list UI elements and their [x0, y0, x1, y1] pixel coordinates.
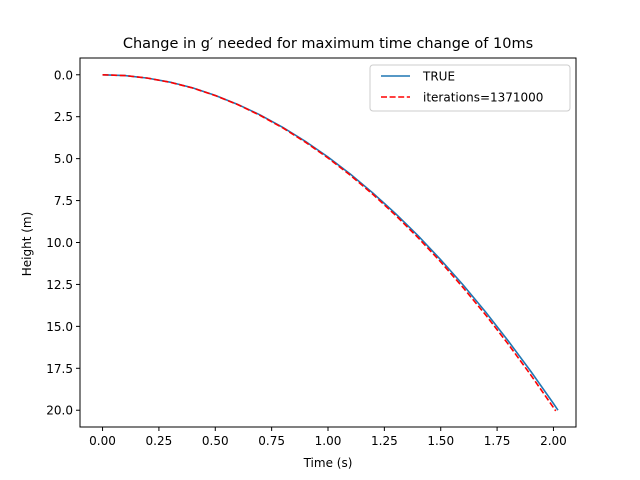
x-tick-label: 0.25	[146, 434, 173, 448]
y-tick-label: 12.5	[46, 278, 73, 292]
y-tick-label: 20.0	[46, 404, 73, 418]
y-tick-label: 10.0	[46, 236, 73, 250]
x-tick-label: 1.25	[371, 434, 398, 448]
x-axis: 0.00 0.25 0.50 0.75 1.00 1.25 1.50 1.75 2.00	[89, 427, 567, 448]
series-layer	[102, 73, 559, 412]
legend-box	[369, 64, 571, 112]
legend-label-1: TRUE	[422, 70, 455, 84]
y-tick-label: 7.5	[54, 194, 73, 208]
chart-title: Change in g′ needed for maximum time cha…	[123, 36, 533, 52]
y-tick-label: 5.0	[54, 152, 73, 166]
y-tick-label: 15.0	[46, 320, 73, 334]
legend-label-2: iterations=1371000	[423, 91, 543, 105]
y-axis-label: Height (m)	[20, 212, 34, 277]
series-line-2	[102, 73, 557, 412]
y-tick-label: 17.5	[46, 362, 73, 376]
x-tick-label: 0.75	[258, 434, 285, 448]
plot-frame	[79, 57, 577, 428]
y-axis: 0.0 2.5 5.0 7.5 10.0 12.5 15.0 17.5 20.0	[46, 68, 80, 418]
y-tick-label: 0.0	[54, 68, 73, 82]
x-axis-label: Time (s)	[303, 456, 353, 470]
x-tick-label: 0.00	[89, 434, 116, 448]
x-tick-label: 2.00	[540, 434, 567, 448]
x-tick-label: 1.50	[427, 434, 454, 448]
legend: TRUE iterations=1371000	[369, 64, 571, 112]
x-tick-label: 1.00	[315, 434, 342, 448]
x-tick-label: 0.50	[202, 434, 229, 448]
x-tick-label: 1.75	[484, 434, 511, 448]
y-tick-label: 2.5	[54, 110, 73, 124]
